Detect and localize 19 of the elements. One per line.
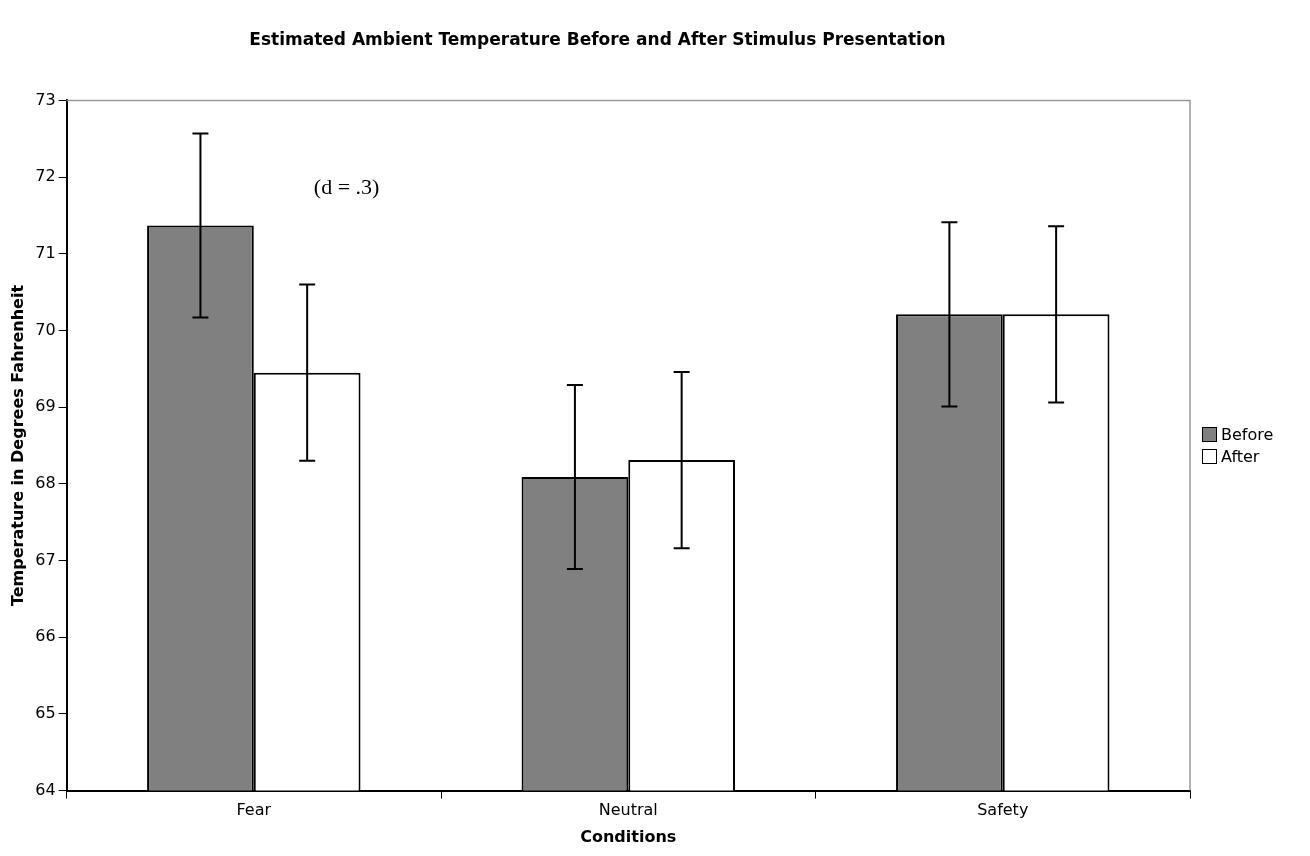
y-tick-label: 72	[35, 166, 56, 186]
legend-label: Before	[1221, 425, 1274, 444]
annotation: (d = .3)	[313, 174, 380, 200]
y-tick-label: 65	[35, 703, 56, 723]
x-tick-label: Neutral	[598, 800, 658, 820]
x-tick-label: Safety	[977, 800, 1029, 820]
y-tick-label: 67	[35, 549, 56, 569]
chart-title: Estimated Ambient Temperature Before and After Stimulus Presentation	[249, 28, 946, 49]
y-tick-label: 73	[35, 89, 56, 109]
y-tick-label: 64	[35, 779, 56, 799]
x-tick-label: Fear	[236, 800, 272, 820]
y-tick-label: 68	[35, 473, 56, 492]
x-axis-title: Conditions	[580, 826, 677, 846]
y-tick-label: 70	[35, 319, 56, 339]
y-tick-label: 71	[35, 242, 56, 262]
text: After	[1221, 447, 1260, 466]
y-tick-label: 69	[35, 396, 56, 416]
y-tick-label: 66	[35, 626, 56, 646]
y-axis-title: Temperature in Degrees Fahrenheit	[7, 284, 27, 607]
